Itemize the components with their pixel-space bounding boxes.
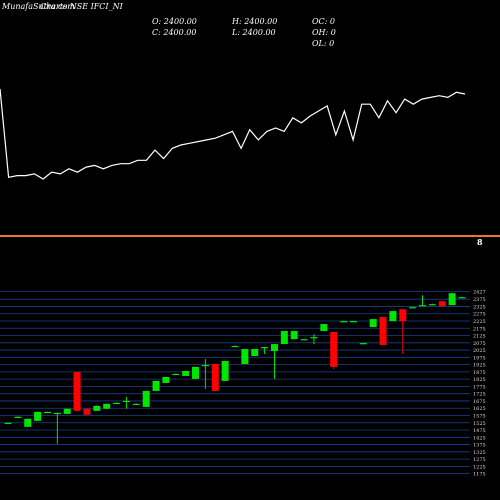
y-tick-label: 1625 (473, 406, 486, 412)
candle-body (14, 416, 22, 418)
candle-body (4, 422, 12, 424)
candle-body (241, 349, 249, 365)
y-tick-label: 2125 (473, 334, 486, 340)
summary: O: 2400.00 (152, 17, 197, 26)
y-tick-label: 1175 (473, 472, 486, 478)
y-tick-label: 2075 (473, 341, 486, 347)
y-tick-label: 1925 (473, 363, 486, 369)
candle-body (43, 411, 51, 414)
y-tick-label: 2375 (473, 297, 486, 303)
candle-body (251, 349, 259, 357)
summary: C: 2400.00 (152, 28, 196, 37)
candle-body (201, 365, 209, 367)
candle-body (349, 321, 357, 323)
y-tick-label: 2025 (473, 348, 486, 354)
candle-body (290, 331, 298, 340)
chart-title: MunafaSutra.com (1, 2, 75, 11)
candle-body (73, 372, 81, 411)
y-tick-label: 2427 (473, 290, 486, 296)
candle-body (93, 405, 101, 411)
candle-body (24, 418, 32, 427)
candle-body (122, 400, 130, 403)
candle-body (192, 366, 200, 379)
candle-body (399, 309, 407, 322)
candle-body (182, 370, 190, 376)
candle-body (448, 293, 456, 306)
y-tick-label: 2325 (473, 304, 486, 310)
candle-body (428, 304, 436, 306)
candle-body (231, 345, 239, 348)
y-tick-label: 1375 (473, 443, 486, 449)
candle-body (261, 347, 269, 349)
candle-body (330, 332, 338, 367)
y-tick-label: 1425 (473, 435, 486, 441)
candle-body (142, 390, 150, 407)
candle-body (162, 376, 170, 383)
candle-body (103, 403, 111, 409)
candle-body (419, 305, 427, 307)
candle-body (270, 344, 278, 351)
y-tick-label: 2225 (473, 319, 486, 325)
y-tick-label: 1675 (473, 399, 486, 405)
marker-label: 8 (477, 237, 483, 247)
candle-body (221, 360, 229, 381)
candle-body (172, 373, 180, 376)
summary: OC: 0 (312, 17, 335, 26)
y-tick-label: 1825 (473, 377, 486, 383)
y-tick-label: 1275 (473, 457, 486, 463)
candle-body (63, 408, 71, 414)
y-tick-label: 1575 (473, 413, 486, 419)
candle-body (359, 343, 367, 345)
candle-body (34, 411, 42, 421)
y-tick-label: 1975 (473, 355, 486, 361)
candle-body (320, 324, 328, 332)
y-tick-label: 1725 (473, 392, 486, 398)
summary: L: 2400.00 (231, 28, 276, 37)
y-tick-label: 1325 (473, 450, 486, 456)
candle-body (379, 317, 387, 345)
candle-body (340, 321, 348, 323)
y-tick-label: 1875 (473, 370, 486, 376)
candle-body (300, 339, 308, 341)
candle-body (280, 331, 288, 345)
candle-body (389, 311, 397, 322)
candle-body (83, 408, 91, 415)
candle-body (211, 364, 219, 391)
y-tick-label: 1225 (473, 464, 486, 470)
candle-body (113, 402, 121, 405)
y-tick-label: 1525 (473, 421, 486, 427)
candle-body (458, 297, 466, 299)
candle-body (409, 307, 417, 309)
y-tick-label: 1775 (473, 384, 486, 390)
summary: H: 2400.00 (231, 17, 277, 26)
y-tick-label: 2175 (473, 326, 486, 332)
candle-body (438, 301, 446, 307)
candle-body (53, 412, 61, 415)
y-tick-label: 1475 (473, 428, 486, 434)
candle-body (369, 319, 377, 328)
candle-body (132, 403, 140, 406)
summary: OL: 0 (312, 39, 334, 48)
y-tick-label: 2275 (473, 312, 486, 318)
chart-subtitle: Charts NSE IFCI_NI (40, 2, 124, 11)
candle-body (310, 337, 318, 339)
overlay-line (0, 88, 466, 180)
candle-body (152, 380, 160, 391)
summary: OH: 0 (312, 28, 336, 37)
